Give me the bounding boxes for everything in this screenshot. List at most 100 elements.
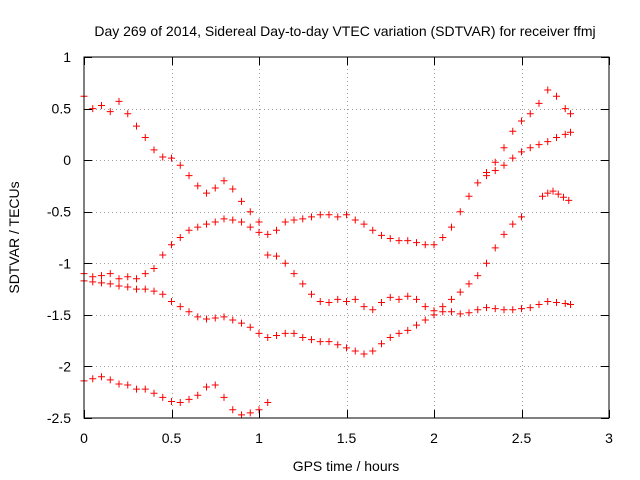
data-point [386,293,394,301]
x-tick-label: 2 [430,430,438,446]
data-point [264,399,272,407]
data-point [351,216,359,224]
chart-title: Day 269 of 2014, Sidereal Day-to-day VTE… [94,23,595,39]
data-point [386,334,394,342]
data-point [211,314,219,322]
data-point [369,347,377,355]
data-point [229,406,237,414]
data-point [448,308,455,316]
data-point [554,190,562,198]
data-point [168,297,175,305]
data-point [413,321,420,329]
data-point [159,393,167,401]
data-point [141,385,149,393]
data-point [290,329,298,337]
data-point [150,287,158,295]
data-point [351,295,359,303]
data-point [220,177,228,185]
data-point [185,395,193,403]
data-point [255,228,263,236]
data-point [176,399,184,407]
data-point [308,336,315,344]
data-point [168,241,175,249]
data-point [560,193,567,201]
data-point [281,259,289,267]
data-point [150,146,158,154]
data-point [141,285,149,293]
data-point [483,172,490,180]
data-point [360,303,368,311]
data-point [518,117,525,125]
data-point [281,329,289,337]
data-point [491,305,499,313]
data-point [334,341,342,349]
data-point [369,226,377,234]
data-point [264,334,272,342]
data-point [255,218,263,226]
data-point [159,290,167,298]
data-point [439,234,447,241]
data-point [360,350,368,358]
data-point [273,226,280,234]
y-axis-label: SDTVAR / TECUs [6,181,22,293]
data-point [281,218,289,226]
data-point [159,251,167,259]
data-point [404,292,412,300]
data-point [211,381,219,389]
data-point [360,220,368,228]
data-point [89,278,97,286]
data-point [526,110,534,118]
data-point [290,216,298,224]
data-point [316,211,324,219]
data-point [194,223,202,231]
data-point [264,230,272,238]
data-point [491,244,499,252]
data-point [369,306,377,314]
data-point [133,275,140,283]
data-point [176,161,184,169]
x-tick-labels: 0 0.5 1 1.5 2 2.5 3 [80,430,613,446]
data-marks [80,86,574,419]
data-point [273,331,280,339]
data-point [561,130,569,138]
data-point [308,290,315,298]
x-tick-label: 2.5 [512,430,532,446]
data-point [395,237,403,245]
data-point [561,105,569,113]
data-point [448,223,455,231]
data-point [211,218,219,226]
data-point [264,251,272,259]
data-point [395,329,403,337]
series-arc-5 [483,128,574,180]
data-point [526,304,534,312]
data-point [539,192,546,200]
data-point [325,338,333,346]
x-tick-label: 1 [255,430,263,446]
data-point [150,264,158,272]
data-point [421,241,429,249]
data-point [168,154,175,162]
data-point [526,144,534,152]
y-tick-labels: 1 0.5 0 -0.5 -1 -1.5 -2 -2.5 [47,49,71,426]
data-point [246,409,254,417]
data-point [456,310,464,318]
data-point [404,326,412,334]
data-point [115,282,123,290]
y-tick-label: -1.5 [47,307,71,323]
data-point [465,192,473,200]
data-point [159,153,167,161]
axis-ticks [84,57,610,419]
data-point [343,344,350,352]
data-point [168,397,175,405]
data-point [509,154,517,162]
data-point [509,306,517,314]
data-point [351,347,359,355]
data-point [465,309,473,317]
data-point [98,279,105,287]
data-point [483,304,490,312]
data-point [246,208,254,216]
plot-frame [83,56,610,419]
data-point [553,133,560,141]
data-point [491,158,499,166]
